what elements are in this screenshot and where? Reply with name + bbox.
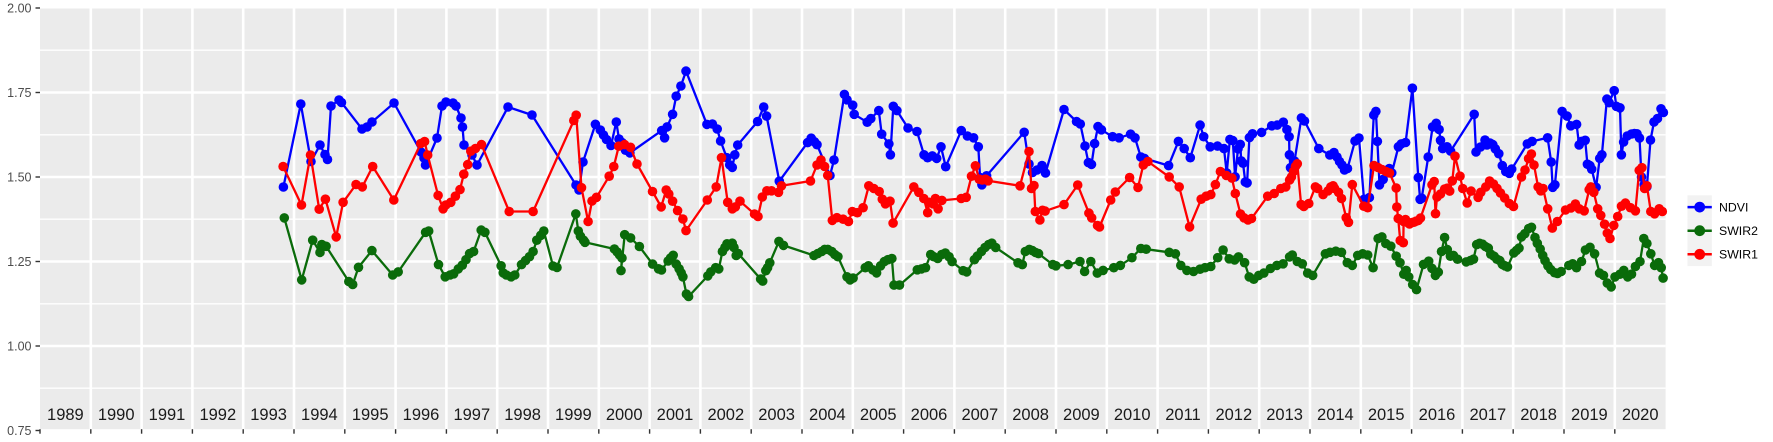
svg-text:2009: 2009 [1063,406,1100,424]
svg-text:2019: 2019 [1571,406,1608,424]
svg-text:1994: 1994 [301,406,338,424]
svg-text:1.50: 1.50 [7,170,31,184]
svg-text:2017: 2017 [1469,406,1506,424]
svg-text:1996: 1996 [403,406,440,424]
svg-text:2020: 2020 [1622,406,1659,424]
svg-text:2014: 2014 [1317,406,1354,424]
svg-text:2005: 2005 [860,406,897,424]
svg-text:2000: 2000 [606,406,643,424]
svg-text:2015: 2015 [1368,406,1405,424]
svg-text:2010: 2010 [1114,406,1151,424]
svg-text:2011: 2011 [1165,406,1200,424]
svg-text:SWIR2: SWIR2 [1719,224,1758,238]
svg-text:1993: 1993 [250,406,287,424]
svg-text:1.25: 1.25 [7,255,31,269]
svg-text:1990: 1990 [98,406,135,424]
svg-text:1998: 1998 [504,406,541,424]
svg-text:1995: 1995 [352,406,389,424]
svg-text:2013: 2013 [1266,406,1303,424]
svg-text:1.75: 1.75 [7,86,31,100]
svg-text:1991: 1991 [149,406,186,424]
svg-text:1997: 1997 [453,406,490,424]
svg-text:2004: 2004 [809,406,846,424]
svg-text:2003: 2003 [758,406,795,424]
svg-text:NDVI: NDVI [1719,200,1748,214]
svg-text:1992: 1992 [199,406,236,424]
svg-text:2018: 2018 [1520,406,1557,424]
svg-text:2012: 2012 [1215,406,1252,424]
svg-text:2007: 2007 [961,406,998,424]
svg-text:0.75: 0.75 [7,424,31,438]
svg-text:2.00: 2.00 [7,1,31,15]
svg-text:2016: 2016 [1419,406,1456,424]
svg-text:2008: 2008 [1012,406,1049,424]
svg-text:1.00: 1.00 [7,339,31,353]
svg-text:1999: 1999 [555,406,592,424]
svg-text:2001: 2001 [657,406,694,424]
svg-text:1989: 1989 [47,406,84,424]
svg-text:SWIR1: SWIR1 [1719,248,1758,262]
svg-text:2002: 2002 [707,406,744,424]
svg-text:2006: 2006 [911,406,948,424]
